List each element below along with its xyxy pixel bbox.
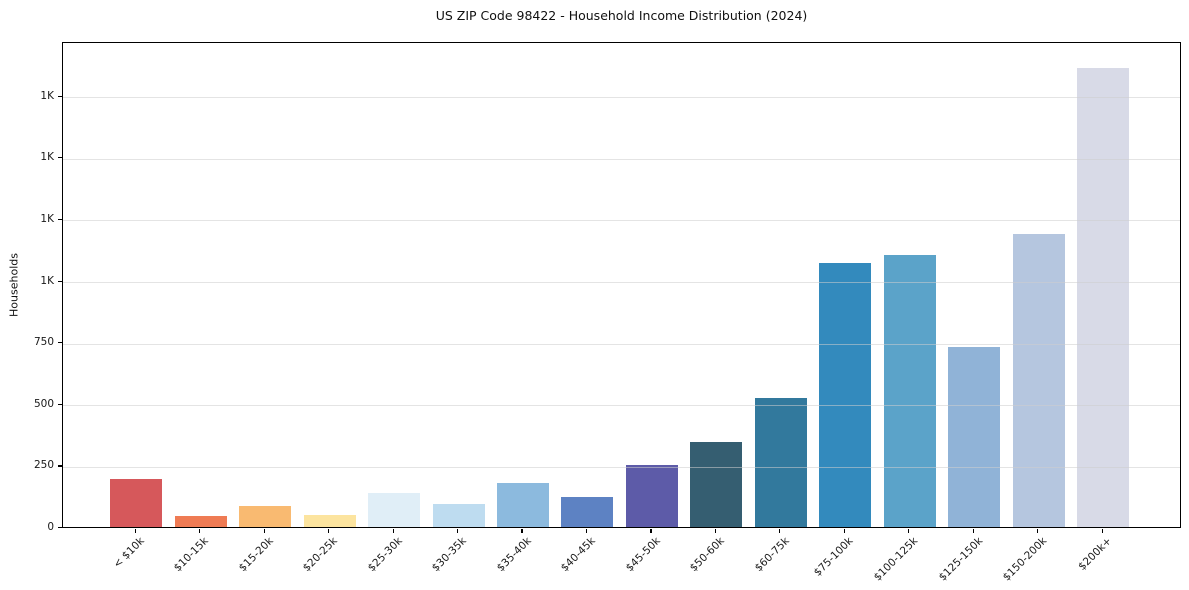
bar	[754, 398, 807, 527]
bar	[239, 505, 292, 527]
x-tick-mark	[972, 528, 974, 533]
y-tick-mark	[57, 342, 62, 344]
x-tick-label: $15-20k	[236, 535, 276, 575]
x-tick-mark	[392, 528, 394, 533]
x-tick-label: $35-40k	[494, 535, 534, 575]
bar	[432, 503, 485, 527]
x-tick-label: $10-15k	[172, 535, 212, 575]
bar	[690, 442, 743, 527]
chart-title: US ZIP Code 98422 - Household Income Dis…	[435, 8, 808, 23]
y-tick-mark	[57, 403, 62, 405]
x-tick-label: $100-125k	[871, 535, 921, 584]
y-tick-label: 0	[47, 521, 54, 533]
bar	[1012, 233, 1065, 527]
gridline	[63, 466, 1180, 468]
x-tick-mark	[843, 528, 845, 533]
x-tick-label: $60-75k	[752, 535, 792, 575]
x-tick-mark	[714, 528, 716, 533]
gridline	[63, 158, 1180, 160]
bar	[1077, 68, 1130, 527]
bar	[819, 262, 872, 527]
x-tick-mark	[779, 528, 781, 533]
y-tick-mark	[57, 157, 62, 159]
gridline	[63, 282, 1180, 284]
y-tick-label: 1K	[40, 89, 54, 102]
x-tick-label: $125-150k	[936, 535, 985, 584]
x-tick-label: $150-200k	[1000, 535, 1050, 584]
x-tick-mark	[1101, 528, 1103, 533]
gridline	[63, 343, 1180, 345]
x-tick-mark	[199, 528, 201, 533]
x-tick-mark	[908, 528, 910, 533]
x-tick-label: $40-45k	[558, 535, 598, 575]
x-tick-mark	[1037, 528, 1039, 533]
bar	[561, 496, 614, 527]
x-tick-mark	[521, 528, 523, 533]
bar	[625, 464, 678, 527]
gridline	[63, 220, 1180, 222]
y-tick-label: 500	[33, 397, 54, 410]
y-tick-mark	[57, 95, 62, 97]
x-tick-label: < $10k	[111, 535, 147, 571]
bar	[174, 516, 227, 527]
x-tick-label: $30-35k	[429, 535, 469, 575]
bar	[948, 347, 1001, 527]
plot-area	[62, 42, 1181, 528]
x-tick-label: $200k+	[1075, 535, 1114, 573]
x-tick-mark	[456, 528, 459, 533]
gridline	[63, 97, 1180, 99]
y-tick-label: 1K	[40, 274, 54, 287]
x-tick-label: $20-25k	[301, 535, 341, 575]
y-tick-label: 250	[33, 459, 54, 472]
y-tick-label: 1K	[40, 212, 54, 225]
x-tick-mark	[134, 528, 136, 533]
x-tick-label: $45-50k	[623, 535, 663, 575]
bar	[883, 254, 936, 527]
x-tick-label: $75-100k	[812, 535, 856, 579]
bar	[368, 492, 421, 527]
gridline	[63, 405, 1180, 407]
x-tick-label: $25-30k	[365, 535, 405, 575]
x-tick-label: $50-60k	[687, 535, 727, 575]
x-tick-mark	[650, 528, 652, 533]
x-tick-mark	[585, 528, 588, 533]
y-tick-mark	[57, 527, 62, 529]
x-tick-mark	[263, 528, 265, 533]
y-tick-label: 1K	[40, 151, 54, 164]
y-tick-mark	[57, 280, 62, 282]
y-tick-mark	[57, 465, 62, 467]
bar	[110, 478, 163, 527]
bar	[303, 514, 356, 527]
bar	[497, 482, 550, 527]
y-tick-mark	[57, 218, 62, 221]
x-tick-mark	[328, 528, 330, 533]
y-tick-label: 750	[33, 336, 54, 349]
